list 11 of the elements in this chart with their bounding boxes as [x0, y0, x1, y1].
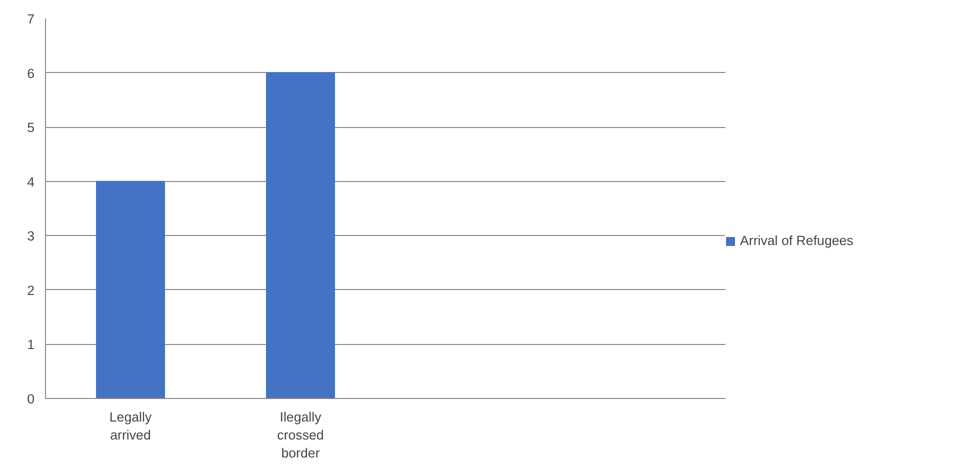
x-tick-label: Legally arrived	[109, 410, 152, 442]
y-tick-label: 6	[27, 66, 35, 81]
x-tick-label: Ilegally crossed border	[277, 410, 324, 460]
y-tick-label: 0	[27, 392, 35, 406]
y-tick-label: 2	[27, 282, 35, 298]
y-tick-label: 4	[27, 174, 36, 190]
y-tick-label: 7	[27, 12, 35, 26]
y-tick-label: 3	[27, 228, 35, 244]
y-tick-label: 5	[27, 120, 35, 136]
legend-label: Arrival of Refugees	[740, 233, 854, 248]
y-tick-label: 1	[27, 337, 35, 352]
